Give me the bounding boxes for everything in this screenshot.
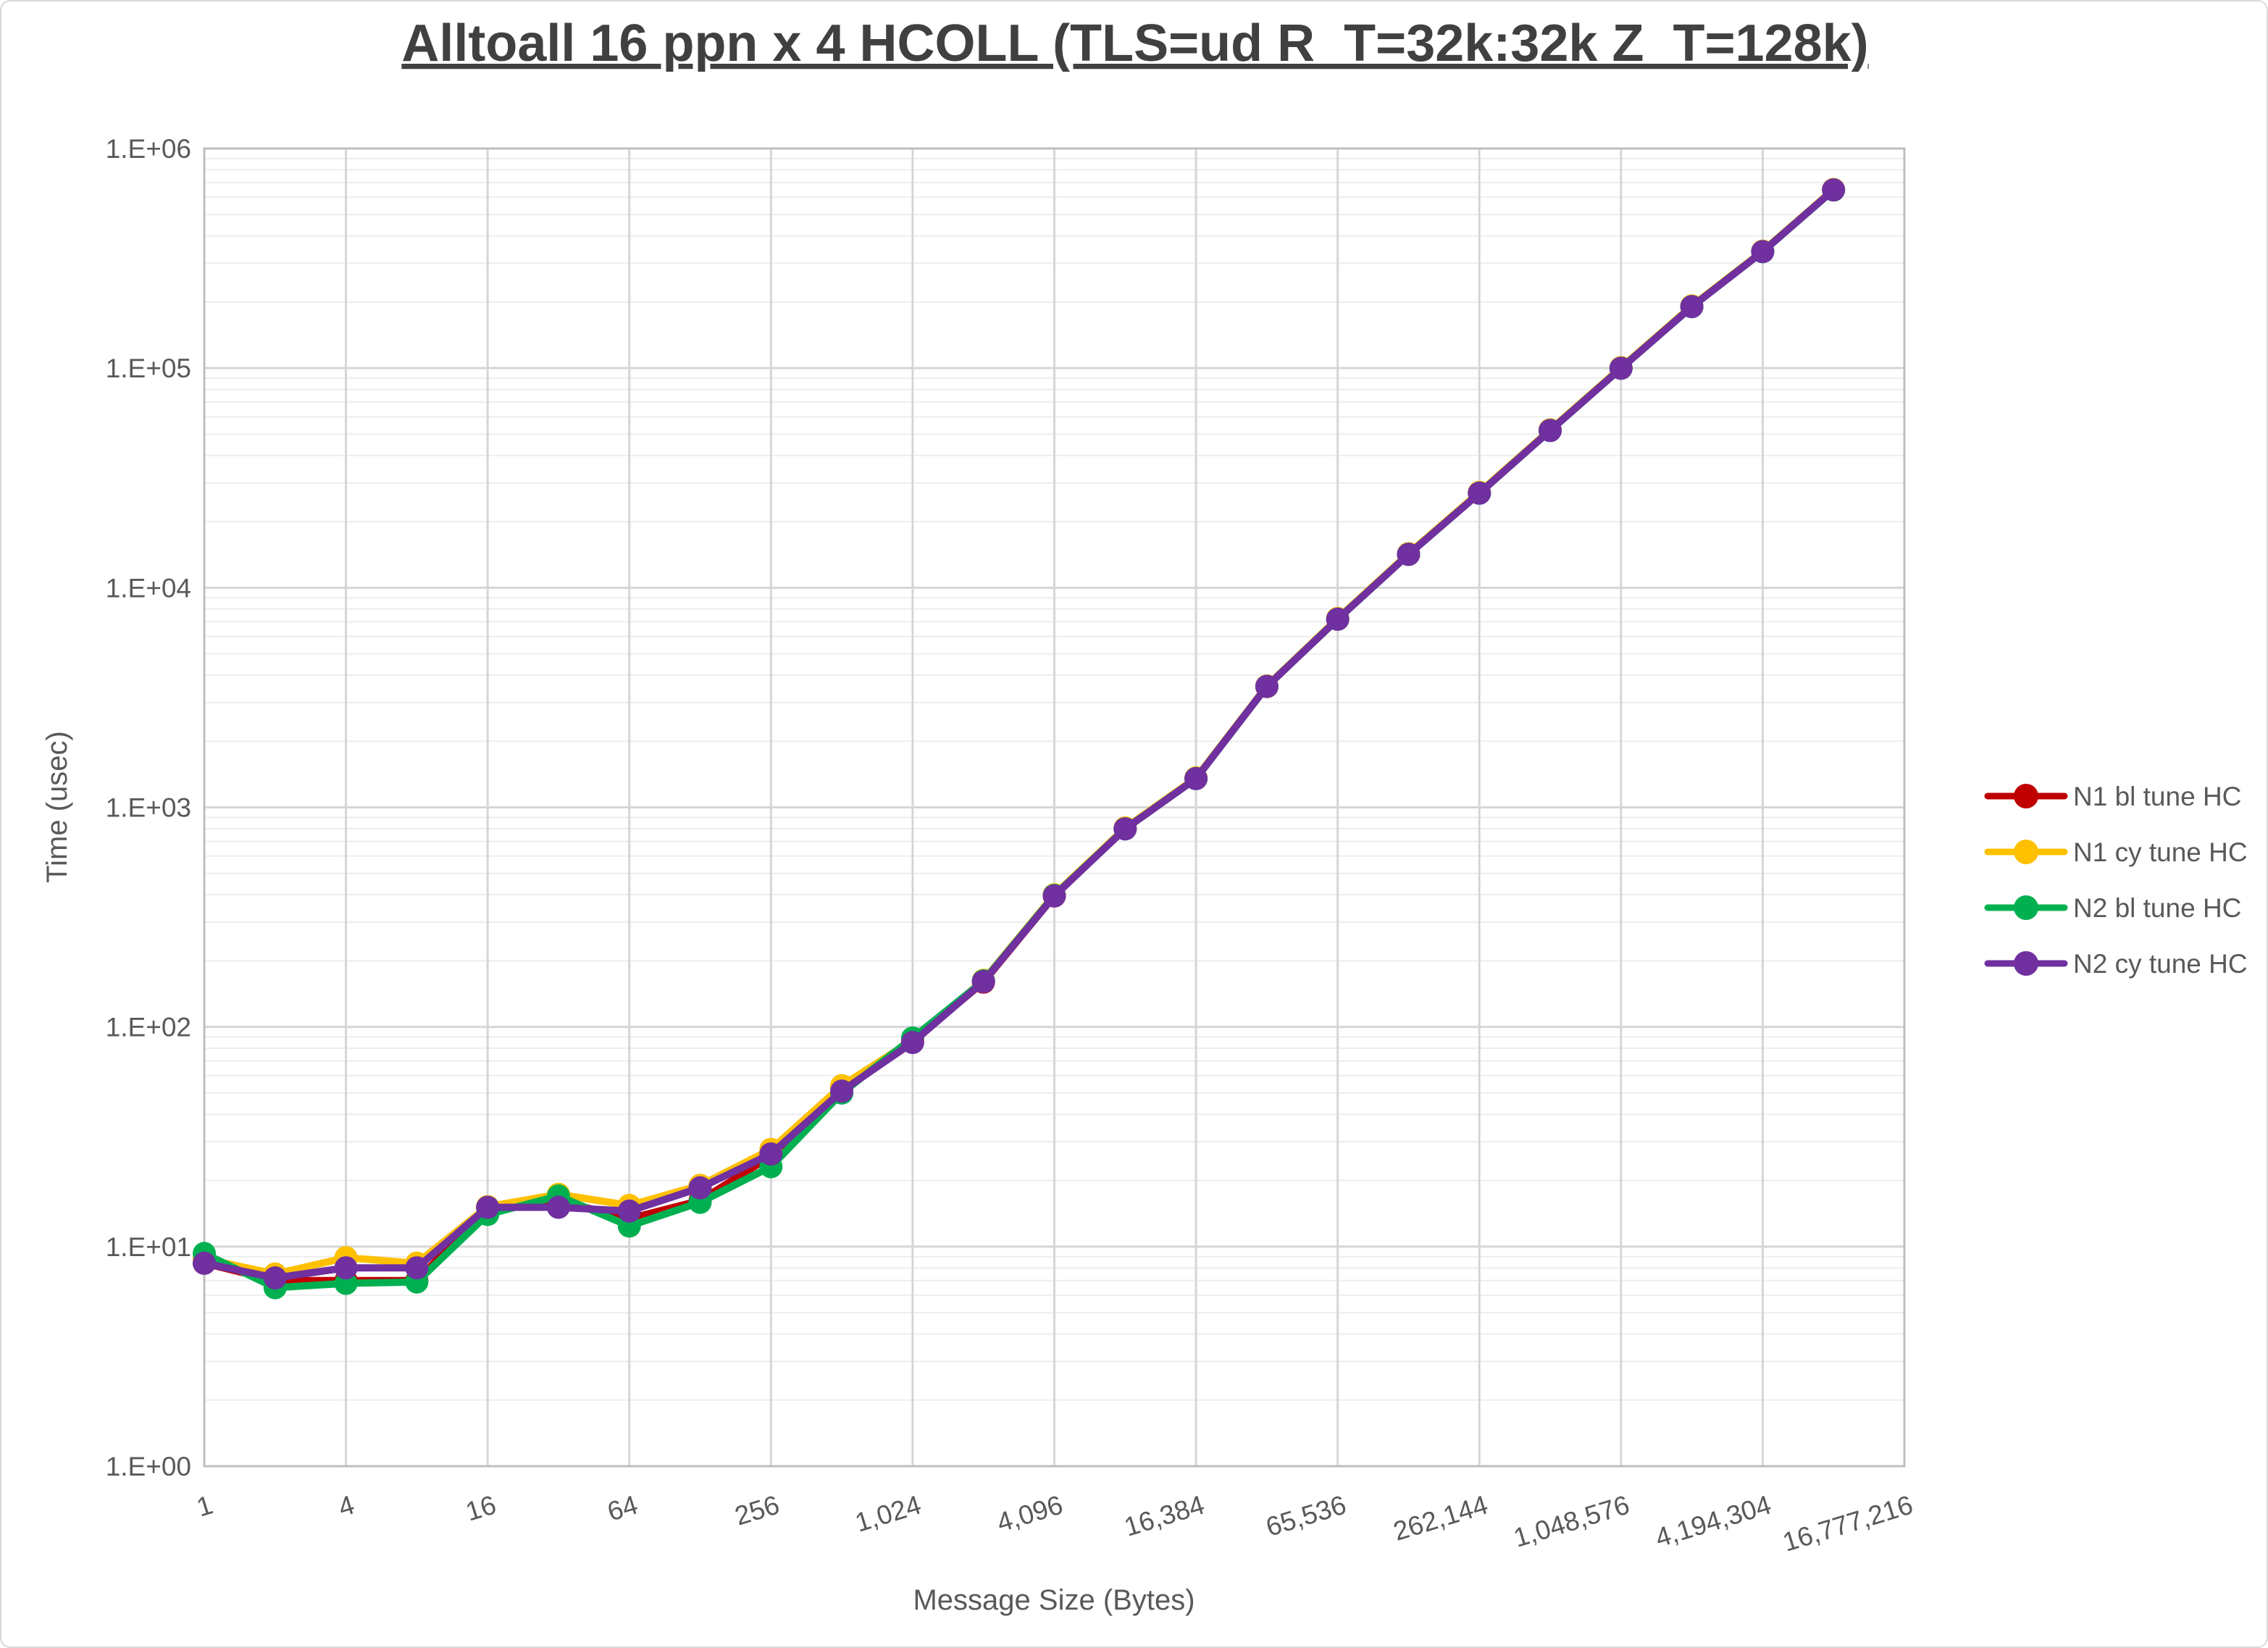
y-tick-label: 1.E+02 [106,1013,191,1042]
x-tick-label: 4,194,304 [1652,1489,1774,1552]
legend-item-N2-bl-tune-HC: N2 bl tune HC [1984,893,2241,923]
y-tick-label: 1.E+01 [106,1232,191,1262]
data-point-N2-cy-tune-HC [688,1176,712,1200]
data-point-N2-cy-tune-HC [1326,607,1349,631]
legend-marker-icon [2014,895,2038,920]
data-point-N2-cy-tune-HC [900,1031,924,1055]
y-tick-label: 1.E+00 [106,1452,191,1481]
data-point-N2-cy-tune-HC [759,1142,783,1166]
x-tick-label: 1,048,576 [1510,1489,1633,1552]
data-point-N2-cy-tune-HC [1680,295,1704,319]
series-line-N1-cy-tune-HC [201,185,1838,1278]
legend-label: N1 bl tune HC [2073,782,2241,811]
series-line-N1-bl-tune-HC [201,185,1838,1284]
data-point-N2-cy-tune-HC [1113,817,1137,841]
data-point-N2-cy-tune-HC [1184,766,1208,790]
y-axis-title: Time (usec) [41,731,73,883]
legend-label: N2 bl tune HC [2073,893,2241,923]
series-line-N2-cy-tune-HC [201,186,1838,1282]
legend-item-N1-cy-tune-HC: N1 cy tune HC [1984,837,2248,867]
plot-area-border [203,147,1906,1468]
x-tick-label: 16 [462,1489,499,1526]
legend-marker-icon [2014,784,2038,808]
data-point-N2-cy-tune-HC [971,970,995,993]
major-gridlines [204,149,1904,1466]
data-point-N2-cy-tune-HC [1609,356,1633,380]
x-axis-tick-labels: 1 4 16 64 256 1,024 4,096 16,384 65,536 262,144 1,… [193,1489,1917,1557]
data-point-N2-cy-tune-HC [334,1256,358,1280]
data-point-N2-cy-tune-HC [476,1195,500,1219]
x-tick-label: 65,536 [1263,1489,1349,1542]
data-series-group [193,177,1846,1300]
x-tick-label: 1 [193,1489,217,1522]
data-point-N2-cy-tune-HC [1397,543,1420,566]
series-line-N2-bl-tune-HC [201,186,1838,1292]
legend-item-N2-cy-tune-HC: N2 cy tune HC [1984,949,2248,979]
x-tick-label: 16,384 [1121,1489,1208,1542]
legend-item-N1-bl-tune-HC: N1 bl tune HC [1984,782,2241,811]
x-tick-label: 262,144 [1390,1489,1491,1546]
y-tick-label: 1.E+03 [106,793,191,823]
data-point-N2-cy-tune-HC [1468,481,1491,505]
y-tick-label: 1.E+04 [106,573,191,603]
data-point-N2-cy-tune-HC [1255,674,1279,698]
y-tick-label: 1.E+05 [106,354,191,383]
chart-title: Alltoall 16 ppn x 4 HCOLL (TLS=ud R_T=32… [401,14,1868,72]
data-point-N2-cy-tune-HC [405,1256,429,1280]
data-point-N2-cy-tune-HC [1751,240,1775,264]
data-point-N2-cy-tune-HC [830,1079,854,1103]
data-point-N2-cy-tune-HC [617,1199,641,1223]
data-point-N2-cy-tune-HC [1042,884,1066,908]
legend-label: N1 cy tune HC [2073,837,2248,867]
x-tick-label: 256 [732,1489,783,1531]
x-tick-label: 64 [604,1489,641,1526]
x-axis-title: Message Size (Bytes) [913,1584,1194,1616]
data-point-N2-cy-tune-HC [547,1195,570,1219]
y-axis-tick-labels: 1.E+00 1.E+01 1.E+02 1.E+03 1.E+04 1.E+05 1.E+… [106,134,191,1481]
legend-label: N2 cy tune HC [2073,949,2248,979]
x-tick-label: 1,024 [852,1489,925,1537]
data-point-N2-cy-tune-HC [193,1251,216,1275]
data-point-N2-cy-tune-HC [263,1266,287,1290]
y-tick-label: 1.E+06 [106,134,191,164]
x-tick-label: 4,096 [993,1489,1066,1537]
legend-marker-icon [2014,840,2038,864]
legend-marker-icon [2014,951,2038,976]
data-point-N2-cy-tune-HC [1822,178,1846,202]
data-point-N2-cy-tune-HC [1539,419,1562,443]
chart-legend: N1 bl tune HC N1 cy tune HC N2 bl tune HC N… [1984,782,2248,979]
x-tick-label: 16,777,216 [1779,1489,1916,1557]
x-tick-label: 4 [335,1489,358,1522]
